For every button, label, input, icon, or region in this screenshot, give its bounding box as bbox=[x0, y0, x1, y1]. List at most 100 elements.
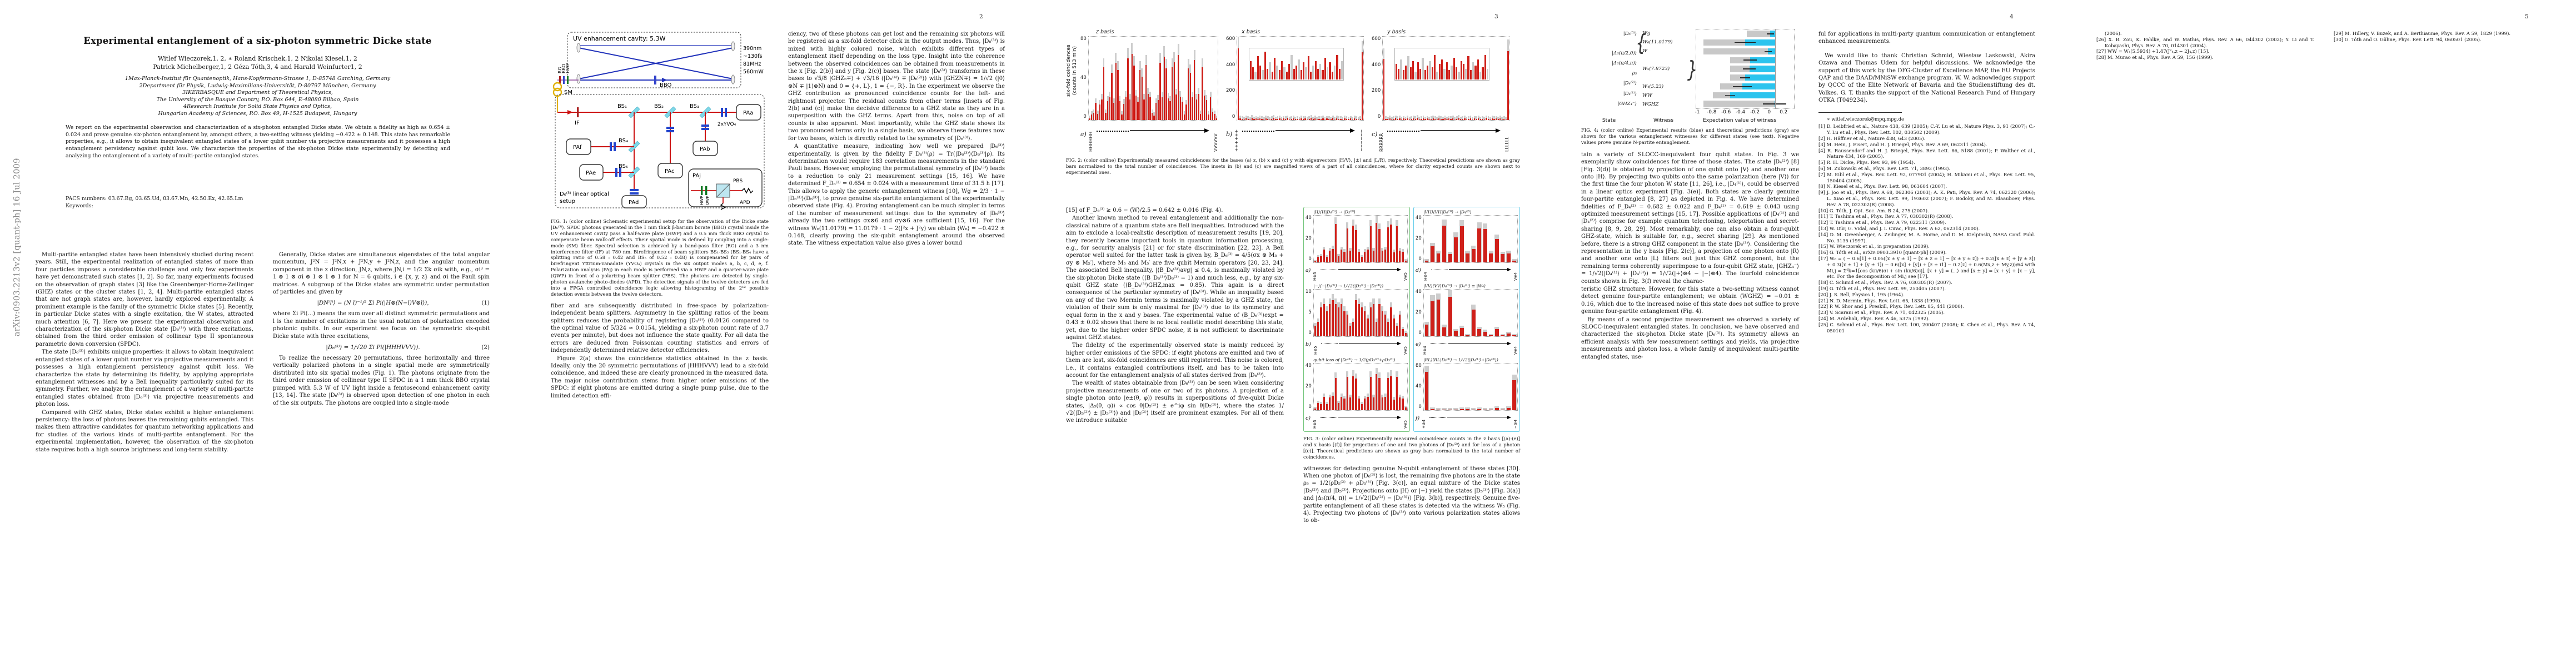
paragraph: Multi-partite entangled states have been… bbox=[36, 252, 253, 347]
apd-squiggle bbox=[741, 187, 754, 194]
data-bar bbox=[1387, 322, 1389, 336]
data-bar bbox=[1322, 118, 1324, 120]
data-bar bbox=[1301, 118, 1302, 120]
experiment-bar bbox=[1730, 92, 1776, 98]
x-first-label: H⊗4 bbox=[1423, 346, 1428, 355]
reference: [9] J. Joo et al., Phys. Rev. A 68, 0623… bbox=[1818, 190, 2035, 207]
theory-bar bbox=[1430, 407, 1435, 410]
theory-bar bbox=[1298, 116, 1301, 120]
data-bar bbox=[1469, 118, 1472, 120]
data-bar bbox=[1101, 99, 1103, 120]
data-bar bbox=[1396, 226, 1398, 262]
if-label: IF bbox=[575, 120, 580, 126]
theory-bar bbox=[1465, 334, 1470, 336]
theory-bar bbox=[1291, 116, 1293, 120]
paragraph: tain a variety of SLOCC-inequivalent fou… bbox=[1581, 151, 1799, 285]
data-bar bbox=[1506, 334, 1511, 336]
data-bar bbox=[1362, 52, 1363, 120]
x-tick: -0.4 bbox=[1735, 109, 1746, 115]
reference: [15] W. Wieczorek et al., in preparation… bbox=[1818, 243, 1930, 250]
x-first-label: H⊗4 bbox=[1423, 272, 1428, 281]
data-bar bbox=[1358, 399, 1360, 410]
fig3-panel-title: qubit loss of |D₆⁽³⁾⟩ → 1/2(ρD₅⁽²⁾+ρD₅⁽³… bbox=[1313, 357, 1396, 362]
interference-filter bbox=[577, 107, 579, 117]
reference: [18] C. Schmid et al., Phys. Rev. A 76, … bbox=[1818, 280, 1952, 286]
reference: [2] H. Häffner et al., Nature 438, 643 (… bbox=[1818, 136, 1926, 142]
paragraph: ciency, two of these photons can get los… bbox=[788, 31, 1005, 142]
inset-bar bbox=[1319, 64, 1322, 79]
data-bar bbox=[1369, 307, 1372, 336]
theory-bar bbox=[1487, 116, 1489, 120]
fig2-panel-b-title: x basis bbox=[1242, 29, 1260, 35]
paragraph: A quantitative measure, indicating how w… bbox=[788, 143, 1005, 247]
inset-bar bbox=[1407, 56, 1409, 79]
data-bar bbox=[1421, 118, 1422, 120]
equation-body: |D₆⁽³⁾⟩ = 1/√20 Σi Pi(|HHHVVV⟩). bbox=[326, 344, 420, 351]
data-bar bbox=[1245, 118, 1247, 120]
page-4: 4 |D₆⁽³⁾⟩ |Δ₅(π/2,0)⟩ |Δ₅(π/4,π)⟩ ρ₅ |D₄⁽²⁾⟩… bbox=[1546, 0, 2061, 667]
data-bar bbox=[1493, 119, 1495, 120]
inset-bar bbox=[1336, 54, 1338, 79]
data-bar bbox=[1501, 335, 1505, 336]
experiment-bar bbox=[1745, 39, 1776, 46]
data-bar bbox=[1442, 119, 1444, 120]
data-bar bbox=[1424, 372, 1429, 410]
theory-bar bbox=[1314, 260, 1317, 262]
data-bar bbox=[1119, 101, 1121, 120]
data-bar bbox=[1384, 250, 1387, 262]
data-bar bbox=[1330, 119, 1332, 120]
data-bar bbox=[1209, 97, 1212, 120]
theory-bar bbox=[1501, 116, 1503, 120]
reference: [17] W₆ = ( − 0.6[1] + 0.05([x ± y ± 1] … bbox=[1818, 255, 2035, 280]
equation-body: |DN⁽l⁾⟩ = (N l)⁻¹/² Σi Pi(|H⊗(N−l)V⊗l⟩), bbox=[317, 300, 429, 307]
theory-bar bbox=[1462, 116, 1464, 120]
inset-bar bbox=[1338, 68, 1341, 79]
paragraph: [15] of F_D₆⁽³⁾ ≥ 0.6 − ⟨W⟩/2.5 = 0.642 … bbox=[1066, 207, 1223, 213]
data-bar bbox=[1364, 251, 1366, 262]
x-first-label: ++++++ bbox=[1234, 129, 1239, 152]
affiliation: 2Department für Physik, Ludwig-Maximilia… bbox=[139, 82, 376, 89]
inset-bar bbox=[1458, 72, 1460, 79]
fig2-panel-c-title: y basis bbox=[1387, 29, 1406, 35]
inset-bar bbox=[1472, 62, 1474, 79]
data-bar bbox=[1512, 260, 1517, 262]
panel-letter: a) bbox=[1306, 267, 1311, 273]
data-bar bbox=[1483, 229, 1487, 262]
fig3-left-group: |H⟩⟨H|D₆⁽³⁾⟩ → |D₅⁽³⁾⟩ 40 20 0 a) H⊗5 V⊗5 … bbox=[1303, 207, 1410, 432]
data-bar bbox=[1163, 56, 1165, 120]
error-bar bbox=[1733, 86, 1752, 87]
pa-b-label: PAb bbox=[700, 146, 710, 152]
data-bar bbox=[1450, 118, 1452, 120]
data-bar bbox=[1448, 296, 1452, 336]
paragraph: Another known method to reveal entanglem… bbox=[1066, 215, 1284, 341]
error-bar bbox=[1725, 94, 1735, 96]
data-bar bbox=[1466, 253, 1470, 262]
data-bar bbox=[1271, 118, 1273, 120]
data-bar bbox=[1448, 118, 1450, 120]
theory-bar bbox=[1422, 116, 1424, 120]
data-bar bbox=[1193, 60, 1195, 120]
data-bar bbox=[1103, 67, 1105, 120]
page-number: 5 bbox=[2525, 13, 2529, 20]
y-axis-ticks: 600 400 200 0 bbox=[1226, 36, 1235, 120]
data-bar bbox=[1320, 307, 1322, 336]
data-bar bbox=[1497, 119, 1499, 120]
inset-bar bbox=[1331, 72, 1334, 79]
inset-bar bbox=[1314, 61, 1317, 79]
error-bar bbox=[1766, 33, 1774, 34]
page-2: 2 UV enhancement cavity: 5.3W BBO 390nm … bbox=[515, 0, 1031, 667]
inset-bar bbox=[1302, 62, 1305, 79]
data-bar bbox=[1314, 261, 1317, 262]
theory-bar bbox=[1471, 408, 1476, 410]
data-bar bbox=[1091, 115, 1093, 120]
data-bar bbox=[1384, 396, 1387, 410]
setup-label-2: setup bbox=[560, 198, 575, 205]
data-bar bbox=[1354, 118, 1356, 120]
theory-bar bbox=[1442, 116, 1444, 120]
theory-bar bbox=[1391, 116, 1393, 120]
theory-bar bbox=[1243, 117, 1245, 120]
data-bar bbox=[1123, 103, 1125, 120]
theory-bar bbox=[1283, 116, 1284, 120]
data-bar bbox=[1205, 100, 1208, 120]
x-tick: -1 bbox=[1695, 109, 1700, 115]
